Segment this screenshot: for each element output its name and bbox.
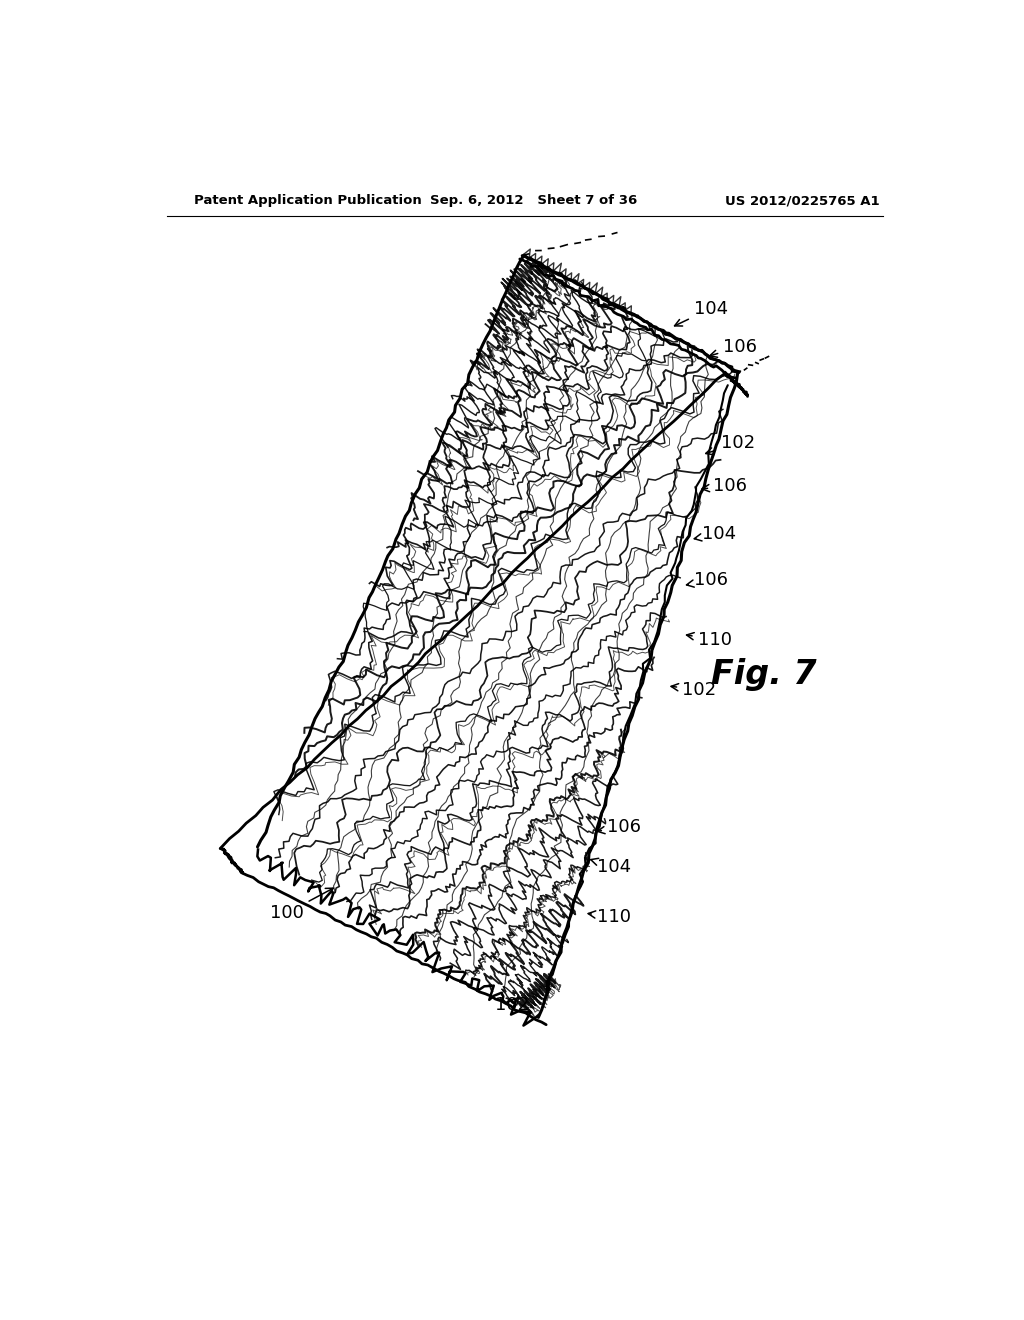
Text: 100: 100 <box>270 888 333 921</box>
Text: 106: 106 <box>597 818 641 836</box>
Text: US 2012/0225765 A1: US 2012/0225765 A1 <box>725 194 880 207</box>
Text: 106: 106 <box>710 338 757 358</box>
Text: Patent Application Publication: Patent Application Publication <box>194 194 422 207</box>
Text: Fig. 7: Fig. 7 <box>711 657 816 690</box>
Text: 102: 102 <box>495 997 528 1014</box>
Text: 110: 110 <box>686 631 731 648</box>
Text: 104: 104 <box>694 525 735 543</box>
Text: 106: 106 <box>702 477 748 495</box>
Text: 104: 104 <box>591 858 631 875</box>
Text: 104: 104 <box>675 300 728 326</box>
Text: 106: 106 <box>686 572 728 589</box>
Text: 102: 102 <box>671 681 716 698</box>
Text: Sep. 6, 2012   Sheet 7 of 36: Sep. 6, 2012 Sheet 7 of 36 <box>430 194 638 207</box>
Text: 102: 102 <box>706 434 755 455</box>
Text: 110: 110 <box>588 908 631 925</box>
